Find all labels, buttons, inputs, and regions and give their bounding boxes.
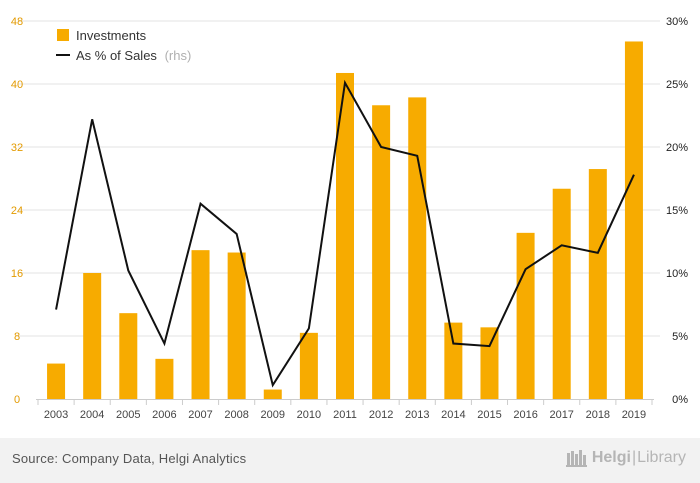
y-left-tick-label: 16 bbox=[11, 268, 23, 280]
y-left-tick-label: 40 bbox=[11, 79, 23, 91]
x-tick-label: 2006 bbox=[152, 409, 176, 421]
bar-investments bbox=[480, 327, 499, 399]
bar-investments bbox=[47, 363, 66, 399]
bar-investments bbox=[336, 72, 354, 399]
legend-label-investments: Investments bbox=[76, 28, 147, 43]
legend-label-rhs: (rhs) bbox=[165, 48, 192, 63]
x-tick-label: 2005 bbox=[116, 409, 140, 421]
x-tick-label: 2003 bbox=[44, 409, 68, 421]
footer: Source: Company Data, Helgi Analytics He… bbox=[0, 438, 700, 483]
y-left-tick-label: 0 bbox=[14, 394, 20, 406]
bar-investments bbox=[227, 252, 246, 399]
x-tick-label: 2009 bbox=[261, 409, 285, 421]
y-left-tick-label: 24 bbox=[11, 205, 23, 217]
line-series-as-percent-of-sales bbox=[55, 79, 635, 388]
y-axis-left: 0 8 16 24 32 40 48 bbox=[11, 16, 23, 406]
bar-investments bbox=[444, 322, 463, 399]
x-tick-label: 2019 bbox=[622, 409, 646, 421]
legend-swatch-investments bbox=[57, 29, 69, 41]
y-right-tick-label: 0% bbox=[672, 394, 688, 406]
y-right-tick-label: 30% bbox=[666, 16, 688, 28]
logo-separator: | bbox=[631, 449, 637, 466]
legend: Investments As % of Sales (rhs) bbox=[56, 28, 191, 63]
y-right-tick-label: 10% bbox=[666, 268, 688, 280]
x-tick-label: 2010 bbox=[297, 409, 321, 421]
y-left-tick-label: 48 bbox=[11, 16, 23, 28]
bar-investments bbox=[191, 250, 210, 399]
bar-investments bbox=[408, 97, 427, 399]
x-tick-label: 2012 bbox=[369, 409, 393, 421]
y-left-tick-label: 32 bbox=[11, 142, 23, 154]
x-tick-label: 2014 bbox=[441, 409, 465, 421]
logo-text-helgi: Helgi bbox=[591, 449, 631, 466]
helgi-library-logo: Helgi | Library bbox=[565, 449, 686, 467]
line-as-percent-of-sales bbox=[55, 79, 635, 388]
y-left-tick-label: 8 bbox=[14, 331, 20, 343]
y-right-tick-label: 25% bbox=[666, 79, 688, 91]
x-tick-label: 2008 bbox=[224, 409, 248, 421]
chart: 2003 2004 2005 2006 2007 2008 2009 2010 2011 2012… bbox=[11, 16, 688, 421]
bar-investments bbox=[263, 389, 282, 399]
bar-series-investments bbox=[47, 41, 643, 399]
x-tick-label: 2004 bbox=[80, 409, 104, 421]
bar-investments bbox=[299, 332, 318, 399]
bar-investments bbox=[516, 232, 535, 399]
bar-investments bbox=[372, 105, 391, 399]
bar-investments bbox=[83, 273, 102, 399]
y-right-tick-label: 15% bbox=[666, 205, 688, 217]
x-tick-label: 2015 bbox=[477, 409, 501, 421]
x-tick-label: 2011 bbox=[333, 409, 357, 421]
bar-investments bbox=[624, 41, 643, 399]
logo-text-library: Library bbox=[637, 449, 686, 466]
x-tick-label: 2007 bbox=[188, 409, 212, 421]
bar-investments bbox=[119, 313, 138, 399]
bar-investments bbox=[155, 358, 174, 399]
legend-label-as-percent-of-sales-name: As % of Sales bbox=[76, 48, 157, 63]
x-tick-label: 2016 bbox=[513, 409, 537, 421]
library-icon bbox=[565, 450, 587, 467]
y-right-tick-label: 20% bbox=[666, 142, 688, 154]
x-tick-label: 2017 bbox=[549, 409, 573, 421]
legend-label-as-percent-of-sales: As % of Sales (rhs) bbox=[76, 48, 191, 63]
y-right-tick-label: 5% bbox=[672, 331, 688, 343]
x-tick-label: 2018 bbox=[586, 409, 610, 421]
bar-investments bbox=[552, 188, 571, 399]
source-note: Source: Company Data, Helgi Analytics bbox=[12, 451, 247, 466]
x-axis: 2003 2004 2005 2006 2007 2008 2009 2010 2011 2012… bbox=[36, 399, 654, 421]
y-axis-right: 0% 5% 10% 15% 20% 25% 30% bbox=[666, 16, 688, 406]
x-tick-label: 2013 bbox=[405, 409, 429, 421]
bar-investments bbox=[588, 169, 607, 399]
